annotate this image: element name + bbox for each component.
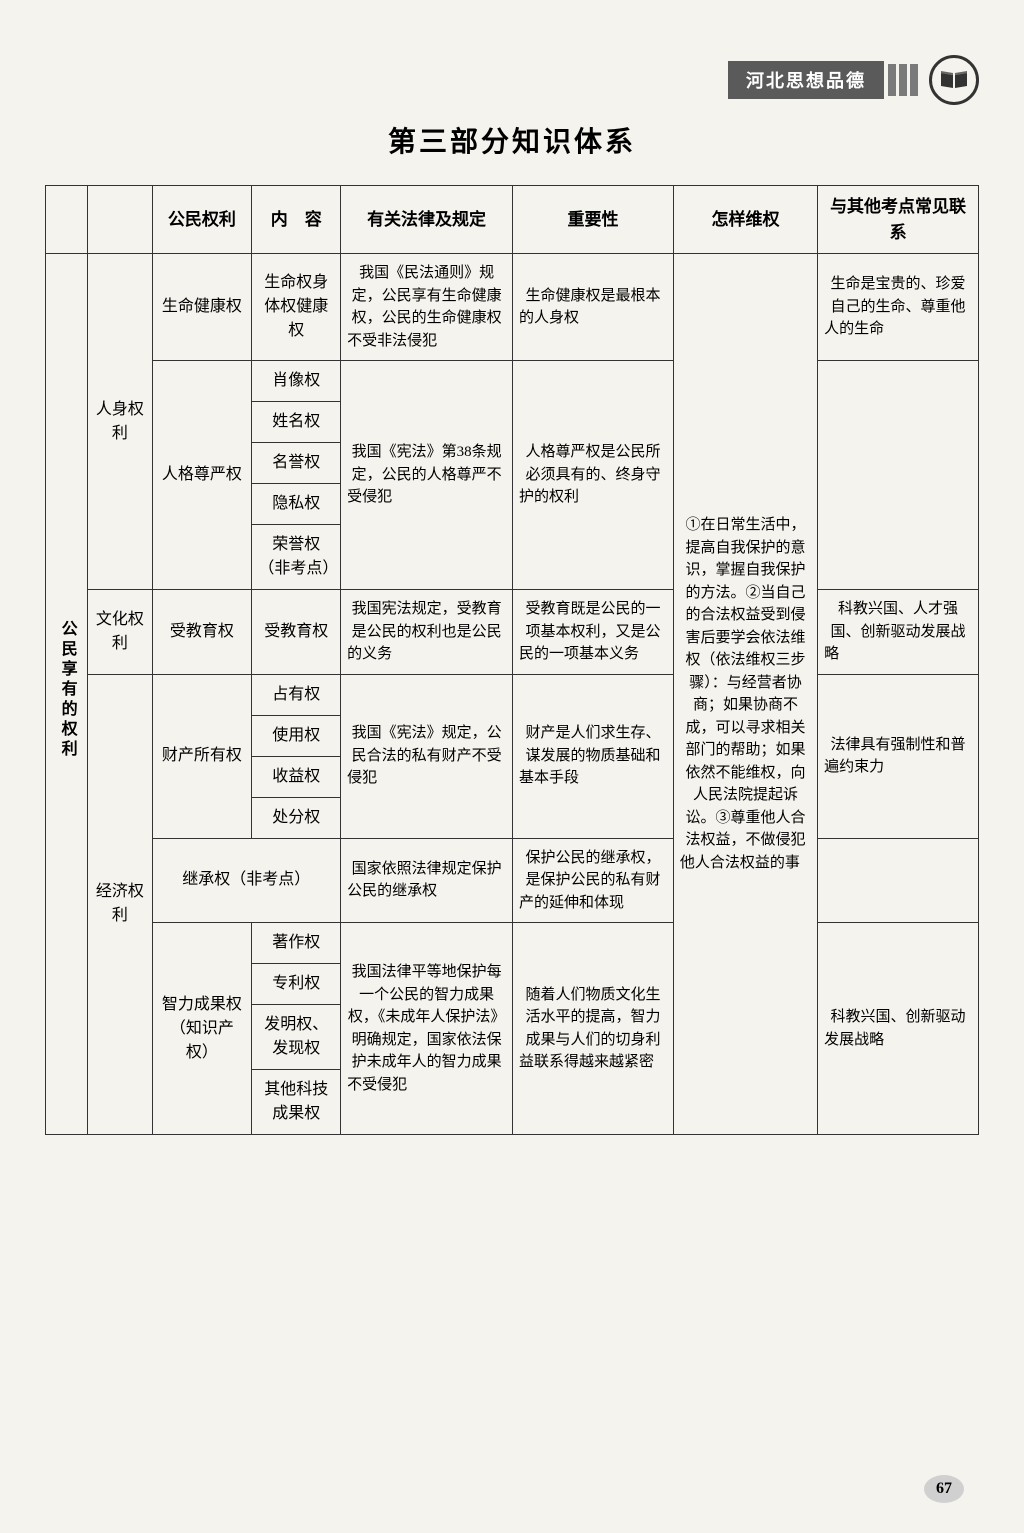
main-category: 公民享有的权利 — [46, 254, 88, 1135]
right-dignity: 人格尊严权 — [152, 361, 252, 590]
knowledge-table: 公民权利 内 容 有关法律及规定 重要性 怎样维权 与其他考点常见联系 公民享有… — [45, 185, 979, 1135]
related-health: 生命是宝贵的、珍爱自己的生命、尊重他人的生命 — [818, 254, 979, 361]
banner-stripes — [888, 64, 921, 96]
right-property: 财产所有权 — [152, 674, 252, 838]
content-education: 受教育权 — [252, 590, 341, 675]
content-property-2: 使用权 — [252, 715, 341, 756]
header-protect: 怎样维权 — [673, 186, 817, 254]
category-personal: 人身权利 — [88, 254, 152, 590]
content-property-3: 收益权 — [252, 756, 341, 797]
content-health: 生命权身体权健康权 — [252, 254, 341, 361]
banner-text: 河北思想品德 — [728, 61, 884, 99]
header-content: 内 容 — [252, 186, 341, 254]
header-row: 公民权利 内 容 有关法律及规定 重要性 怎样维权 与其他考点常见联系 — [46, 186, 979, 254]
content-intellectual-1: 著作权 — [252, 923, 341, 964]
content-property-4: 处分权 — [252, 797, 341, 838]
content-dignity-4: 隐私权 — [252, 484, 341, 525]
content-intellectual-2: 专利权 — [252, 964, 341, 1005]
page-number: 67 — [924, 1475, 964, 1503]
right-health: 生命健康权 — [152, 254, 252, 361]
table-row: 文化权利 受教育权 受教育权 我国宪法规定，受教育是公民的权利也是公民的义务 受… — [46, 590, 979, 675]
law-education: 我国宪法规定，受教育是公民的权利也是公民的义务 — [341, 590, 513, 675]
law-health: 我国《民法通则》规定，公民享有生命健康权，公民的生命健康权不受非法侵犯 — [341, 254, 513, 361]
content-intellectual-4: 其他科技成果权 — [252, 1070, 341, 1135]
table-row: 智力成果权（知识产权） 著作权 我国法律平等地保护每一个公民的智力成果权，《未成… — [46, 923, 979, 964]
importance-education: 受教育既是公民的一项基本权利，又是公民的一项基本义务 — [513, 590, 674, 675]
related-dignity — [818, 361, 979, 590]
right-inherit: 继承权（非考点） — [152, 838, 341, 923]
law-dignity: 我国《宪法》第38条规定，公民的人格尊严不受侵犯 — [341, 361, 513, 590]
right-education: 受教育权 — [152, 590, 252, 675]
content-dignity-5: 荣誉权（非考点） — [252, 525, 341, 590]
right-intellectual: 智力成果权（知识产权） — [152, 923, 252, 1135]
related-intellectual: 科教兴国、创新驱动发展战略 — [818, 923, 979, 1135]
importance-property: 财产是人们求生存、谋发展的物质基础和基本手段 — [513, 674, 674, 838]
table-row: 公民享有的权利 人身权利 生命健康权 生命权身体权健康权 我国《民法通则》规定，… — [46, 254, 979, 361]
content-dignity-3: 名誉权 — [252, 443, 341, 484]
importance-intellectual: 随着人们物质文化生活水平的提高，智力成果与人们的切身利益联系得越来越紧密 — [513, 923, 674, 1135]
related-education: 科教兴国、人才强国、创新驱动发展战略 — [818, 590, 979, 675]
header-related: 与其他考点常见联系 — [818, 186, 979, 254]
related-inherit — [818, 838, 979, 923]
law-property: 我国《宪法》规定，公民合法的私有财产不受侵犯 — [341, 674, 513, 838]
importance-dignity: 人格尊严权是公民所必须具有的、终身守护的权利 — [513, 361, 674, 590]
header-law: 有关法律及规定 — [341, 186, 513, 254]
book-icon — [929, 55, 979, 105]
related-property: 法律具有强制性和普遍约束力 — [818, 674, 979, 838]
header-importance: 重要性 — [513, 186, 674, 254]
content-dignity-1: 肖像权 — [252, 361, 341, 402]
page-title: 第三部分知识体系 — [45, 120, 979, 160]
table-row: 继承权（非考点） 国家依照法律规定保护公民的继承权 保护公民的继承权，是保护公民… — [46, 838, 979, 923]
category-culture: 文化权利 — [88, 590, 152, 675]
importance-inherit: 保护公民的继承权，是保护公民的私有财产的延伸和体现 — [513, 838, 674, 923]
law-intellectual: 我国法律平等地保护每一个公民的智力成果权，《未成年人保护法》明确规定，国家依法保… — [341, 923, 513, 1135]
content-dignity-2: 姓名权 — [252, 402, 341, 443]
table-row: 人格尊严权 肖像权 我国《宪法》第38条规定，公民的人格尊严不受侵犯 人格尊严权… — [46, 361, 979, 402]
content-intellectual-3: 发明权、发现权 — [252, 1005, 341, 1070]
header-banner: 河北思想品德 — [728, 55, 979, 105]
protect-all: ①在日常生活中，提高自我保护的意识，掌握自我保护的方法。②当自己的合法权益受到侵… — [673, 254, 817, 1135]
law-inherit: 国家依照法律规定保护公民的继承权 — [341, 838, 513, 923]
header-rights: 公民权利 — [152, 186, 252, 254]
category-economy: 经济权利 — [88, 674, 152, 1135]
table-row: 经济权利 财产所有权 占有权 我国《宪法》规定，公民合法的私有财产不受侵犯 财产… — [46, 674, 979, 715]
content-property-1: 占有权 — [252, 674, 341, 715]
importance-health: 生命健康权是最根本的人身权 — [513, 254, 674, 361]
